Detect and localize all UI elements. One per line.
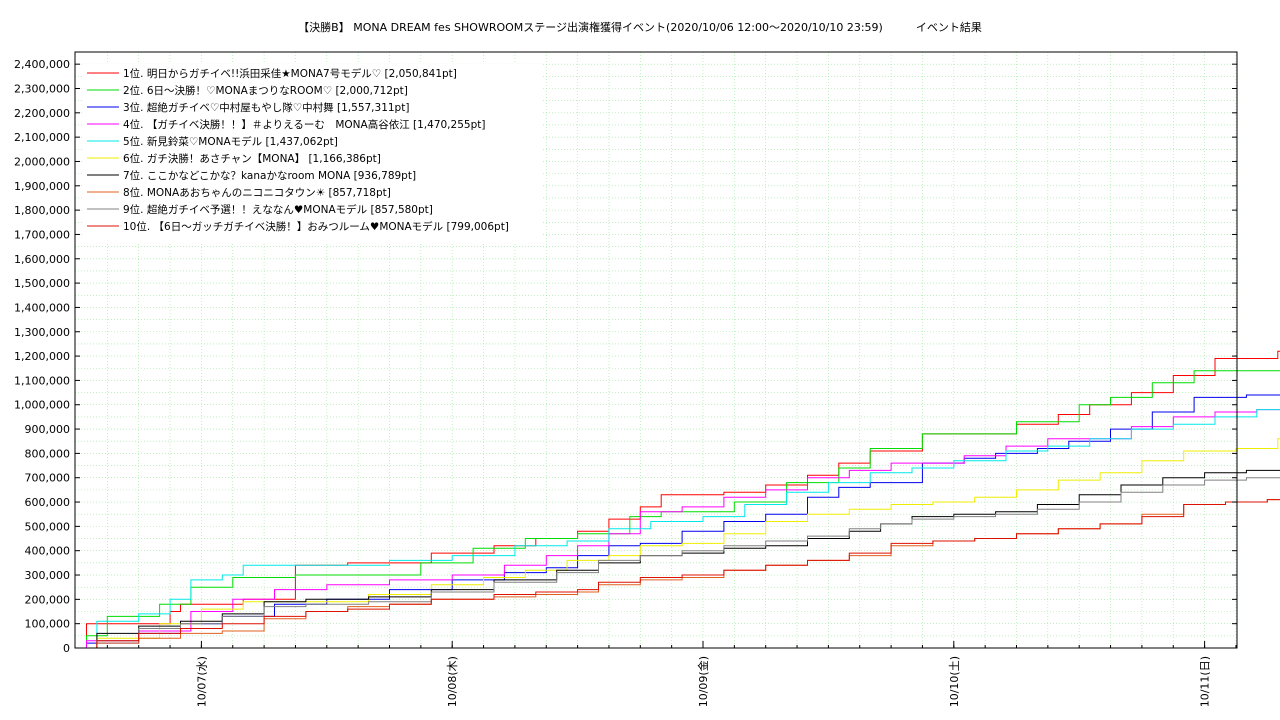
y-tick-label: 1,000,000 <box>14 399 70 412</box>
legend: 1位. 明日からガチイベ!!浜田采佳★MONA7号モデル♡ [2,050,841… <box>83 64 543 244</box>
y-tick-label: 2,400,000 <box>14 58 70 71</box>
y-tick-label: 1,400,000 <box>14 301 70 314</box>
legend-entry: 2位. 6日〜決勝！♡MONAまつりなROOM♡ [2,000,712pt] <box>123 84 408 97</box>
y-tick-label: 100,000 <box>25 618 71 631</box>
x-tick-label: 10/09(金) <box>696 656 710 707</box>
y-tick-label: 1,500,000 <box>14 277 70 290</box>
legend-entry: 4位. 【ガチイベ決勝！！】＃よりえるーむ MONA高谷依江 [1,470,25… <box>123 118 485 131</box>
legend-entry: 6位. ガチ決勝！あさチャン【MONA】 [1,166,386pt] <box>123 152 381 165</box>
plot-frame <box>74 51 1238 649</box>
series-line-9 <box>76 477 1280 649</box>
series-line-6 <box>76 438 1280 649</box>
x-tick-label: 10/07(水) <box>195 656 208 707</box>
x-tick-label: 10/11(日) <box>1199 656 1212 707</box>
y-tick-label: 2,000,000 <box>14 155 70 168</box>
series-line-5 <box>76 409 1280 649</box>
y-tick-label: 0 <box>63 642 70 655</box>
series-line-10 <box>76 499 1280 649</box>
y-tick-label: 1,800,000 <box>14 204 70 217</box>
y-tick-label: 900,000 <box>25 423 71 436</box>
y-tick-label: 2,300,000 <box>14 82 70 95</box>
legend-entry: 8位. MONAあおちゃんのニコニコタウン☀ [857,718pt] <box>123 186 391 199</box>
y-tick-label: 200,000 <box>25 593 71 606</box>
y-tick-label: 800,000 <box>25 447 71 460</box>
legend-entry: 7位. ここかなどこかな？kanaかなroom MONA [936,789pt] <box>123 169 416 182</box>
y-tick-label: 1,700,000 <box>14 228 70 241</box>
series-line-2 <box>76 370 1280 649</box>
y-tick-label: 2,200,000 <box>14 107 70 120</box>
legend-entry: 10位. 【6日〜ガッチガチイベ決勝！】おみつルーム♥MONAモデル [799,… <box>123 220 509 233</box>
chart-title: 【決勝B】 MONA DREAM fes SHOWROOMステージ出演権獲得イベ… <box>298 21 982 34</box>
y-tick-label: 700,000 <box>25 472 71 485</box>
legend-entry: 5位. 新見鈴菜♡MONAモデル [1,437,062pt] <box>123 135 338 148</box>
x-tick-label: 10/10(土) <box>948 656 961 707</box>
y-tick-label: 2,100,000 <box>14 131 70 144</box>
series-line-4 <box>76 409 1280 649</box>
axis-ticks: 0 100,000 200,000 300,000 400,000 500,000 600,… <box>14 58 1237 707</box>
legend-entry: 1位. 明日からガチイベ!!浜田采佳★MONA7号モデル♡ [2,050,841… <box>123 67 457 80</box>
y-tick-label: 1,900,000 <box>14 180 70 193</box>
legend-entry: 3位. 超絶ガチイベ♡中村屋もやし隊♡中村舞 [1,557,311pt] <box>123 101 409 114</box>
y-tick-label: 1,100,000 <box>14 374 70 387</box>
y-tick-label: 1,300,000 <box>14 326 70 339</box>
x-tick-label: 10/08(木) <box>446 656 459 707</box>
series-line-7 <box>76 469 1280 649</box>
legend-entry: 9位. 超絶ガチイベ予選！！えななん♥MONAモデル [857,580pt] <box>123 203 433 216</box>
y-tick-label: 1,200,000 <box>14 350 70 363</box>
y-tick-label: 500,000 <box>25 520 71 533</box>
series-line-3 <box>76 394 1280 649</box>
y-tick-label: 1,600,000 <box>14 253 70 266</box>
y-tick-label: 600,000 <box>25 496 71 509</box>
legend-box <box>83 64 543 244</box>
y-tick-label: 300,000 <box>25 569 71 582</box>
y-tick-label: 400,000 <box>25 545 71 558</box>
series-lines <box>76 350 1280 649</box>
